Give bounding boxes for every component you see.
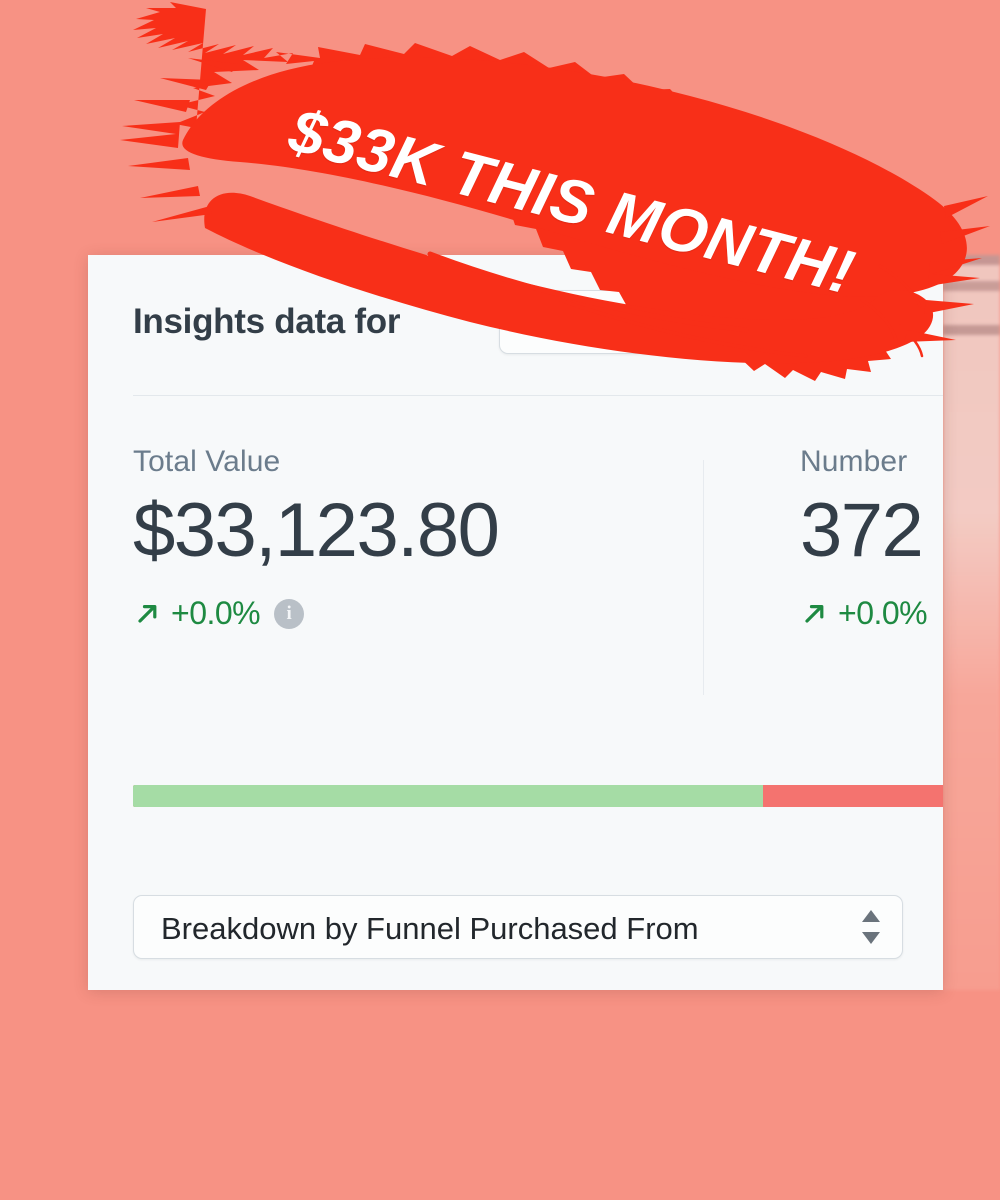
metric-delta: +0.0% i	[133, 595, 703, 632]
card-bleed-strip	[943, 255, 1000, 990]
breakdown-select-value: Breakdown by Funnel Purchased From	[161, 911, 699, 946]
metric-total-value: Total Value $33,123.80 +0.0% i	[133, 445, 703, 632]
insights-card: Insights data for Last 4 weeks Total Val…	[88, 255, 943, 990]
metric-value: 372	[800, 488, 924, 573]
metric-delta: +0.0%	[800, 595, 943, 632]
metric-value: $33,123.80	[133, 488, 500, 573]
select-stepper-icon	[862, 910, 880, 944]
metric-delta-text: +0.0%	[171, 595, 261, 631]
metric-delta-text: +0.0%	[838, 595, 928, 631]
select-stepper-icon	[830, 305, 848, 339]
metric-number: Number 372 +0.0%	[800, 445, 943, 632]
metrics-column-divider	[703, 460, 704, 695]
metrics-row: Total Value $33,123.80 +0.0% i Number 37…	[88, 445, 943, 705]
page-title: Insights data for	[133, 302, 401, 341]
date-range-select[interactable]: Last 4 weeks	[499, 290, 871, 354]
progress-bar-fill	[133, 785, 763, 807]
arrow-up-right-icon	[800, 600, 828, 628]
arrow-up-right-icon	[133, 600, 161, 628]
metric-label: Total Value	[133, 445, 281, 478]
breakdown-select[interactable]: Breakdown by Funnel Purchased From	[133, 895, 903, 959]
info-circle-icon[interactable]: i	[274, 598, 305, 629]
metric-label: Number	[800, 445, 908, 478]
date-range-select-value: Last 4 weeks	[527, 306, 725, 342]
header-divider	[133, 395, 943, 396]
progress-bar	[133, 785, 943, 807]
card-header: Insights data for Last 4 weeks	[88, 255, 943, 395]
